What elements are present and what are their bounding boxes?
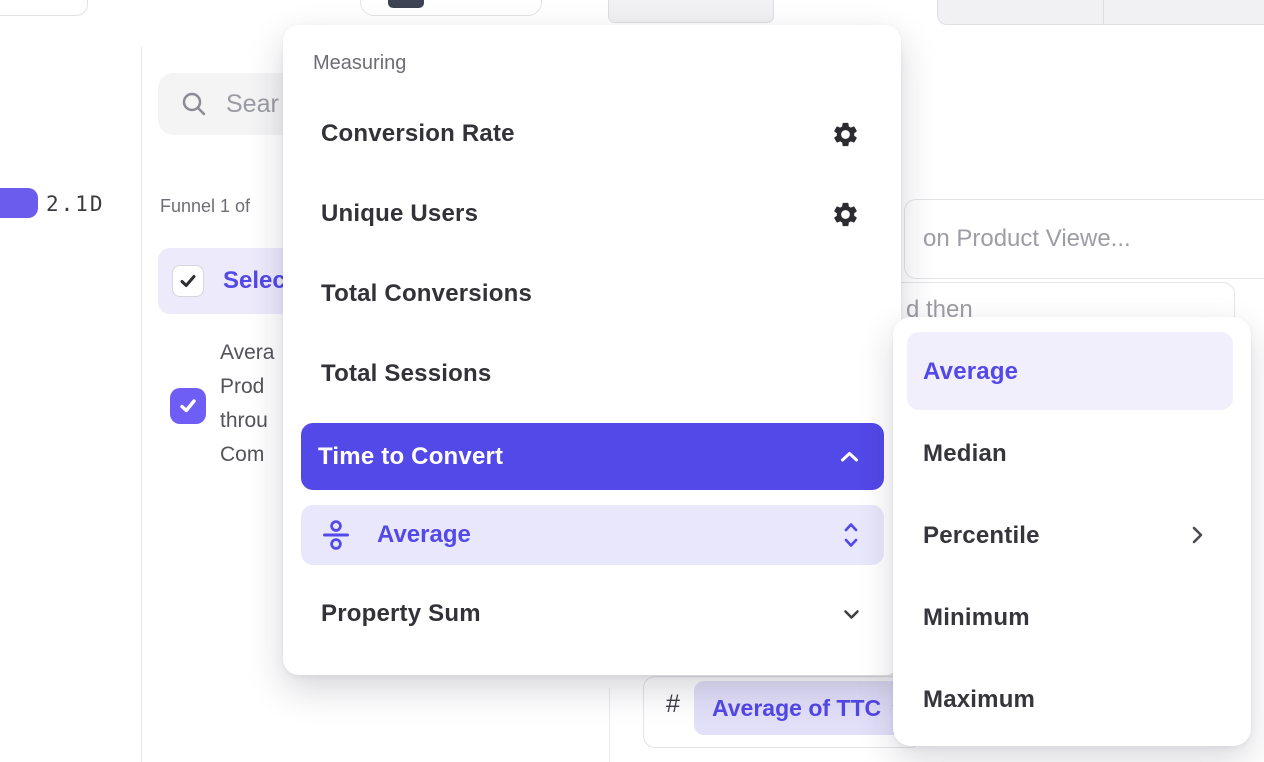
submenu-item-average[interactable]: Average <box>923 358 1019 385</box>
submenu-item-minimum[interactable]: Minimum <box>923 604 1030 631</box>
menu-item-property-sum[interactable]: Property Sum <box>301 586 884 642</box>
background-edge-line <box>609 688 610 762</box>
menu-item-conversion-rate[interactable]: Conversion Rate <box>301 106 884 162</box>
check-icon <box>177 395 199 417</box>
metric-pill-label: Average of TTC <box>712 694 882 721</box>
step-event-text: on Product Viewe... <box>923 225 1131 252</box>
numeric-type-symbol: # <box>666 690 680 718</box>
chevron-down-icon <box>843 609 860 620</box>
check-icon <box>178 271 198 291</box>
search-icon <box>180 90 208 118</box>
aggregation-submenu: Average Median Percentile Minimum Maximu… <box>893 317 1251 746</box>
step-description-line: throu <box>220 409 268 432</box>
menu-item-label: Unique Users <box>321 200 479 227</box>
top-left-partial-card <box>0 0 88 16</box>
funnel-count-label: Funnel 1 of <box>160 196 251 216</box>
measuring-dropdown-title: Measuring <box>313 52 407 74</box>
gear-icon[interactable] <box>831 120 860 149</box>
submenu-item-maximum[interactable]: Maximum <box>923 686 1036 713</box>
chart-type-icon <box>388 0 424 8</box>
step-checkbox[interactable] <box>170 388 206 424</box>
chevron-up-icon <box>840 451 859 463</box>
step-description-line: Prod <box>220 375 265 398</box>
toolbar-divider <box>1103 0 1104 24</box>
measuring-dropdown: Measuring Conversion Rate Unique Users T… <box>283 25 901 675</box>
metric-pill-dropdown[interactable]: Average of TTC <box>694 681 914 735</box>
select-all-label: Selec <box>223 267 286 294</box>
menu-item-label: Property Sum <box>321 600 481 627</box>
step-event-card[interactable]: on Product Viewe... <box>904 199 1264 279</box>
metric-color-badge[interactable] <box>0 188 38 218</box>
menu-item-label: Time to Convert <box>318 442 504 470</box>
menu-item-label: Total Conversions <box>321 280 532 307</box>
vertical-divider <box>141 47 142 762</box>
top-toolbar-partial-left[interactable] <box>608 0 774 23</box>
top-toolbar-partial-right[interactable] <box>937 0 1264 25</box>
gear-icon[interactable] <box>831 200 860 229</box>
average-divide-icon <box>320 518 352 552</box>
updown-caret-icon <box>843 520 859 550</box>
menu-item-unique-users[interactable]: Unique Users <box>301 186 884 242</box>
menu-item-total-sessions[interactable]: Total Sessions <box>301 346 884 402</box>
submenu-selected-highlight <box>907 332 1233 410</box>
step-description-line: Com <box>220 443 265 466</box>
metric-badge-label: 2.1D <box>46 192 105 216</box>
menu-item-label: Total Sessions <box>321 360 492 387</box>
menu-item-time-to-convert-selected[interactable]: Time to Convert <box>301 423 884 490</box>
aggregation-selected-label: Average <box>377 521 471 548</box>
submenu-item-percentile[interactable]: Percentile <box>923 522 1040 549</box>
chevron-right-icon <box>1191 524 1204 546</box>
menu-item-total-conversions[interactable]: Total Conversions <box>301 266 884 322</box>
search-input-text: Sear <box>226 89 279 118</box>
aggregation-selector-row[interactable]: Average <box>301 505 884 565</box>
menu-item-label: Conversion Rate <box>321 120 515 147</box>
submenu-item-median[interactable]: Median <box>923 440 1007 467</box>
step-description: Avera Prod throu Com <box>220 336 460 472</box>
select-all-checkbox[interactable] <box>172 265 204 297</box>
step-description-line: Avera <box>220 341 275 364</box>
